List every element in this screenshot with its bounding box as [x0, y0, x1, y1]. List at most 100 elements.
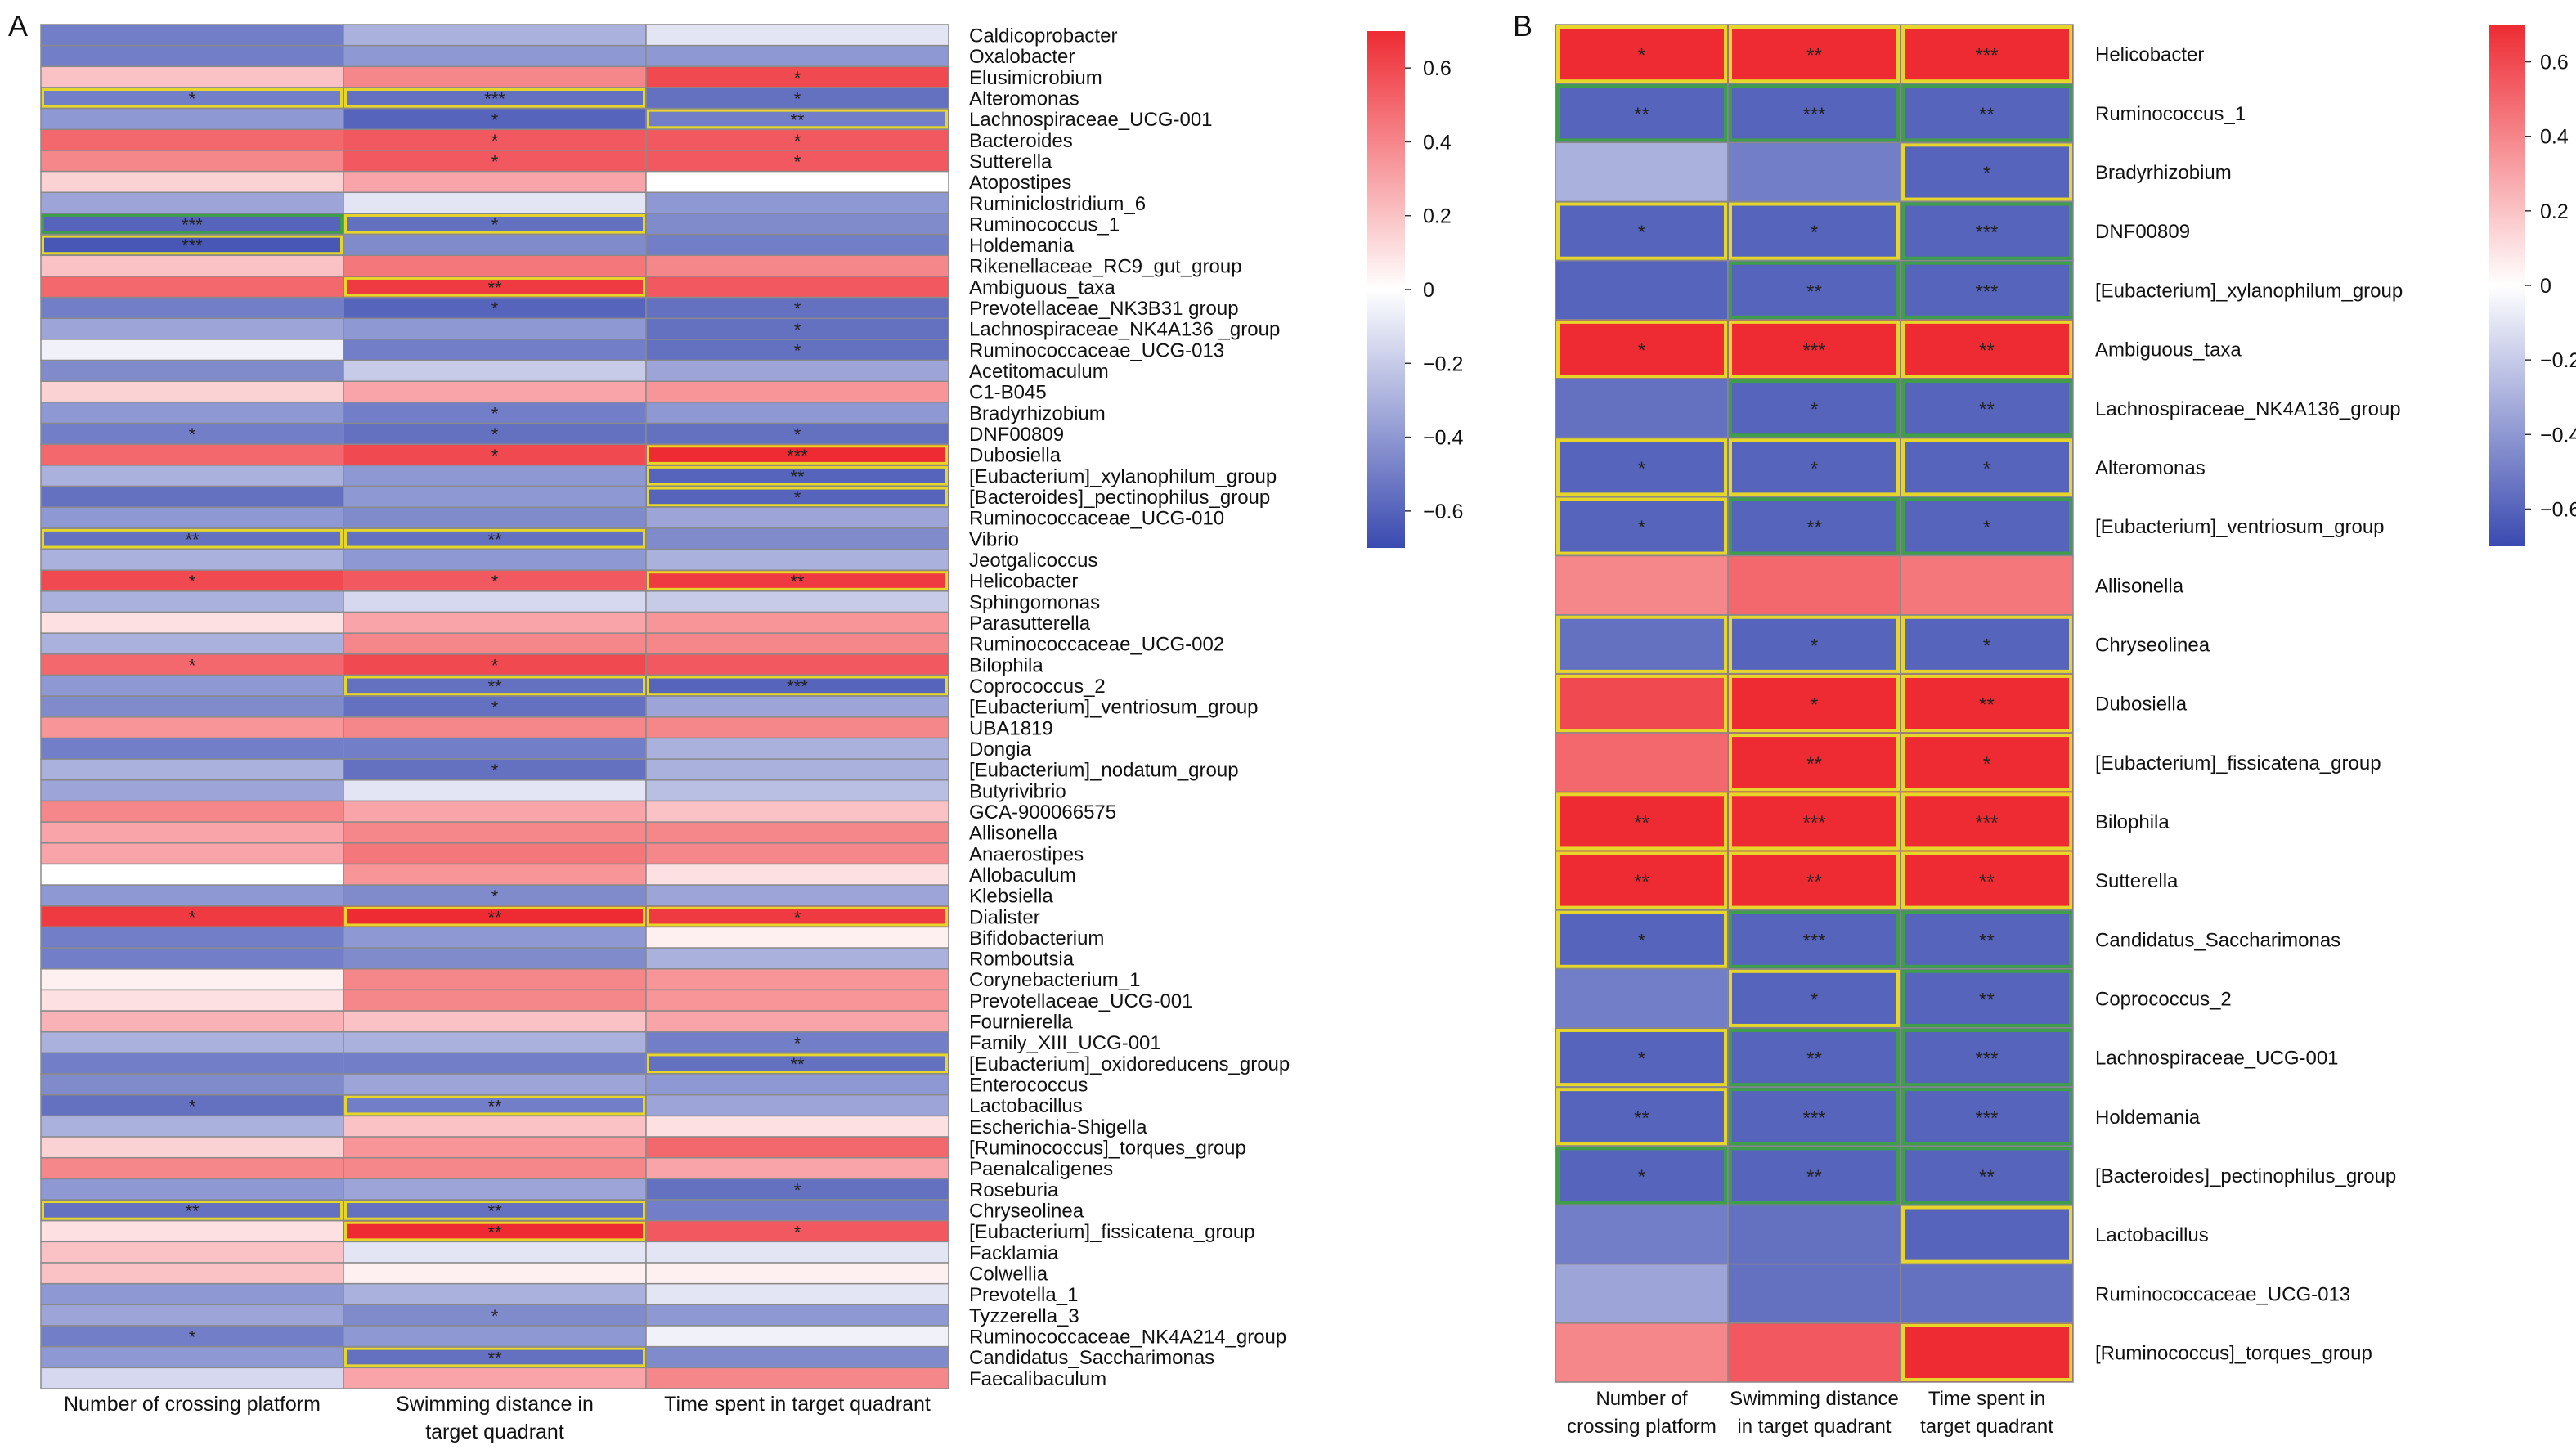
row-label: Holdemania [2095, 1107, 2201, 1129]
significance-stars: * [1638, 517, 1645, 539]
heatmap-cell [1555, 1204, 1729, 1265]
row-label: Klebsiella [969, 886, 1053, 908]
significance-stars: ** [1979, 930, 1995, 952]
row-label: Ruminococcaceae_UCG-002 [969, 634, 1224, 656]
row-label: Ruminococcus_1 [969, 213, 1120, 236]
heatmap-cell [645, 1345, 949, 1369]
heatmap-cell [1900, 319, 2074, 379]
significance-highlight-box [1729, 1028, 1900, 1087]
significance-stars: *** [182, 215, 203, 236]
heatmap-cell [40, 548, 344, 571]
heatmap-cell [645, 254, 949, 277]
heatmap-cell [343, 359, 647, 382]
heatmap-cell [645, 821, 949, 844]
significance-stars: * [1638, 45, 1645, 67]
significance-stars: ** [487, 907, 502, 927]
heatmap-cell [40, 1031, 344, 1054]
significance-stars: * [491, 131, 499, 151]
significance-stars: * [1811, 458, 1818, 480]
heatmap-cell [1727, 24, 1901, 84]
heatmap-cell [1900, 437, 2074, 498]
heatmap-cell [645, 569, 949, 592]
heatmap-cell [40, 716, 344, 739]
heatmap-cell [343, 1282, 647, 1306]
heatmap-cell [40, 254, 344, 277]
significance-stars: * [491, 887, 499, 907]
heatmap-cell [343, 926, 647, 949]
row-label: Ruminococcaceae_UCG-013 [969, 339, 1224, 361]
significance-stars: ** [1979, 104, 1995, 126]
row-label: Lachnospiraceae_UCG-001 [2095, 1048, 2339, 1070]
heatmap-cell [645, 1262, 949, 1285]
heatmap-cell [343, 968, 647, 991]
significance-highlight-box [1556, 1147, 1727, 1205]
row-label: Corynebacterium_1 [969, 969, 1140, 991]
significance-highlight-box [42, 213, 343, 234]
column-label: Swimming distance in target quadrant [396, 1393, 594, 1443]
significance-highlight-box [344, 213, 645, 234]
heatmap-cell [40, 1241, 344, 1264]
row-label: Ruminococcaceae_UCG-010 [969, 508, 1224, 530]
row-label: Allisonella [969, 823, 1058, 845]
heatmap-cell [1727, 1322, 1901, 1383]
heatmap-cell [343, 191, 647, 214]
heatmap-cell [645, 779, 949, 802]
row-label: Dubosiella [2095, 694, 2188, 716]
significance-stars: * [794, 89, 801, 110]
heatmap-cell [40, 779, 344, 802]
significance-highlight-box [344, 1201, 645, 1220]
row-label: GCA-900066575 [969, 801, 1116, 824]
heatmap-cell [1900, 141, 2074, 203]
significance-stars: * [189, 907, 196, 927]
significance-stars: ** [1806, 45, 1822, 67]
significance-stars: * [491, 1306, 499, 1327]
significance-stars: * [491, 404, 499, 424]
heatmap-cell [40, 276, 344, 299]
significance-stars: ** [185, 530, 200, 550]
significance-stars: ** [1979, 1166, 1995, 1188]
significance-stars: * [794, 487, 801, 508]
significance-stars: * [794, 424, 801, 445]
heatmap-cell [645, 695, 949, 718]
heatmap-cell [40, 926, 344, 949]
heatmap-cell [1555, 259, 1729, 321]
heatmap-cell [1555, 1322, 1729, 1383]
significance-stars: ** [1979, 694, 1995, 716]
significance-stars: * [189, 655, 196, 676]
significance-stars: * [491, 110, 499, 130]
significance-highlight-box [647, 676, 948, 696]
significance-stars: * [794, 152, 801, 173]
heatmap-cell [645, 422, 949, 445]
significance-highlight-box [1729, 261, 1900, 319]
heatmap-cell [40, 24, 344, 47]
row-label: Bilophila [2095, 811, 2170, 833]
significance-highlight-box [647, 487, 948, 507]
significance-highlight-box [1556, 1028, 1727, 1087]
heatmap-cell [343, 1262, 647, 1285]
heatmap-cell [1900, 24, 2074, 84]
heatmap-cell [645, 926, 949, 949]
significance-stars: *** [1975, 45, 1998, 67]
heatmap-cell [40, 569, 344, 592]
significance-highlight-box [344, 88, 645, 108]
significance-stars: *** [1802, 930, 1825, 952]
row-label: Fournierella [969, 1012, 1073, 1034]
significance-stars: * [491, 761, 499, 781]
row-label: Ruminococcaceae_UCG-013 [2095, 1283, 2350, 1305]
heatmap-cell [1727, 791, 1901, 852]
significance-stars: ** [487, 1222, 502, 1242]
significance-highlight-box [1901, 615, 2072, 673]
heatmap-cell [343, 380, 647, 403]
significance-stars: * [1983, 163, 1990, 185]
heatmap-cell [343, 422, 647, 445]
heatmap-cell [343, 317, 647, 340]
significance-highlight-box [1901, 1147, 2072, 1205]
heatmap-cell [40, 87, 344, 110]
significance-highlight-box [647, 1053, 948, 1074]
significance-stars: *** [1975, 1048, 1998, 1071]
row-label: Dialister [969, 906, 1040, 928]
heatmap-cell [40, 359, 344, 382]
heatmap-cell [645, 1304, 949, 1327]
row-label: Ambiguous_taxa [969, 276, 1115, 299]
significance-stars: *** [787, 446, 808, 466]
